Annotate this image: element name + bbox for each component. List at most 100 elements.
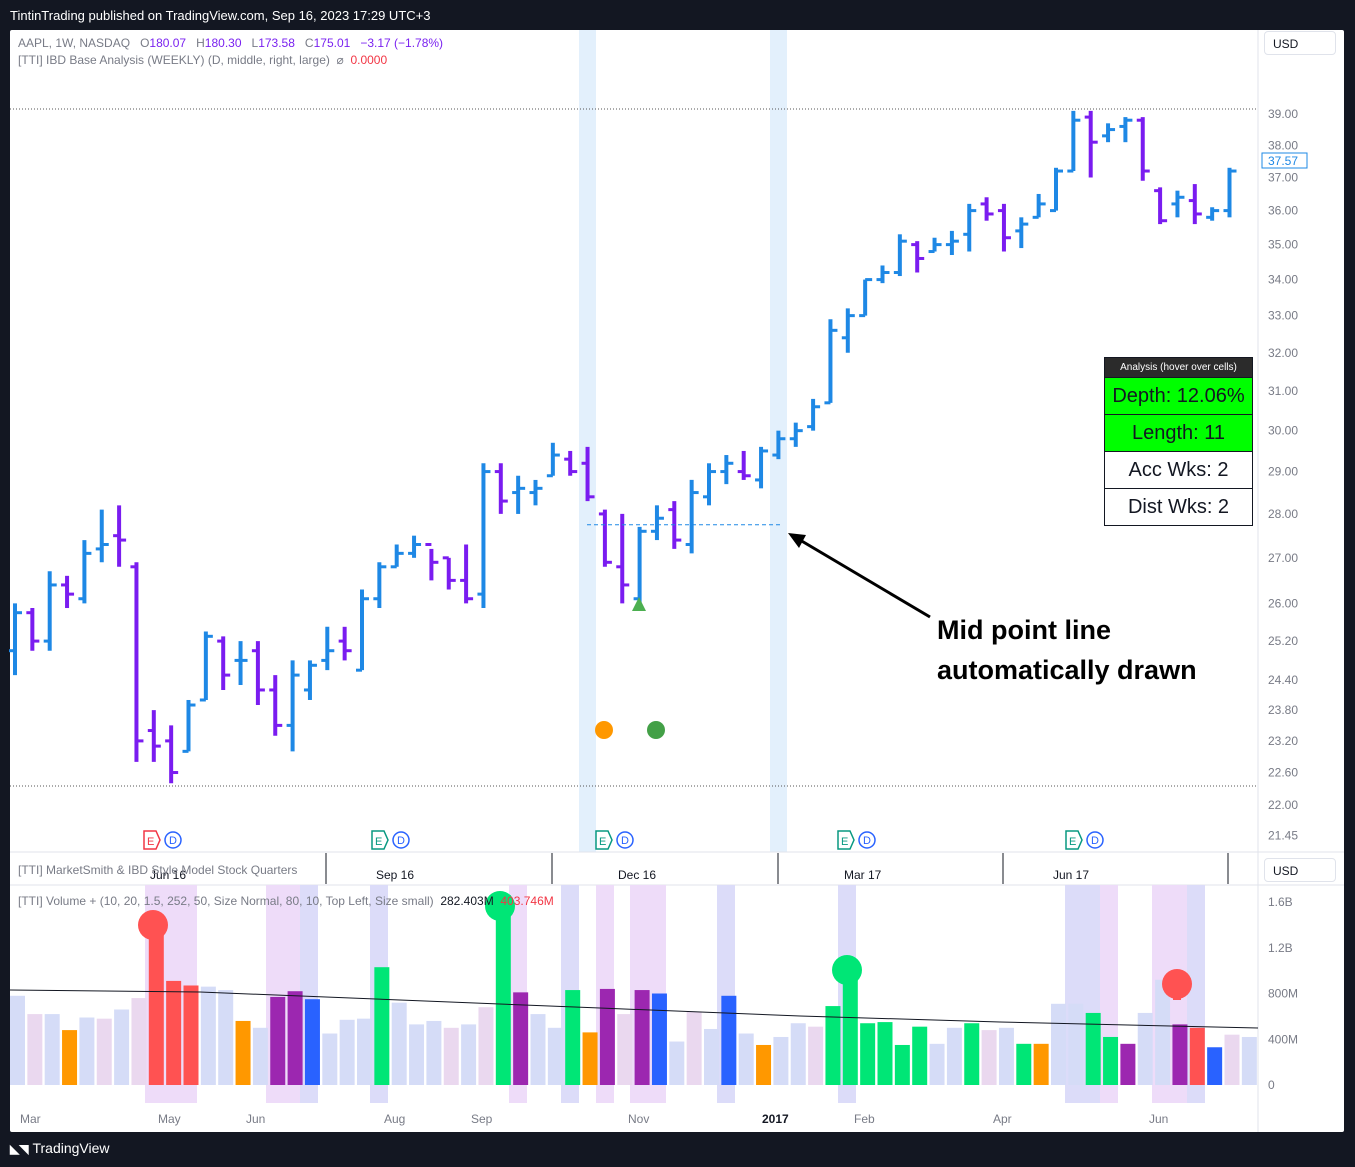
publish-bar: TintinTrading published on TradingView.c… xyxy=(0,0,1355,30)
dividend-d-letter: D xyxy=(169,835,177,847)
currency-selector[interactable]: USD xyxy=(1264,31,1336,55)
price-bar xyxy=(61,575,75,609)
time-axis-label: May xyxy=(158,1112,181,1126)
price-bar xyxy=(113,505,127,567)
dividend-d-icon xyxy=(1086,831,1104,849)
volume-axis-tick: 800M xyxy=(1268,987,1298,1001)
time-axis-label: Apr xyxy=(993,1112,1012,1126)
price-bar xyxy=(1084,110,1098,178)
price-bar xyxy=(564,450,578,476)
volume-bar xyxy=(304,999,320,1085)
symbol-label: AAPL, 1W, NASDAQ xyxy=(18,36,131,50)
price-axis-tick: 24.40 xyxy=(1268,673,1298,687)
price-axis-tick: 26.00 xyxy=(1268,596,1298,610)
change-value: −3.17 (−1.78%) xyxy=(360,36,444,50)
length-cell[interactable]: Length: 11 xyxy=(1105,414,1252,451)
price-bar xyxy=(1188,184,1202,225)
dividend-d-letter: D xyxy=(397,835,405,847)
volume-axis-tick: 1.2B xyxy=(1268,941,1293,955)
low-label: L xyxy=(251,36,259,50)
currency-selector-lower[interactable]: USD xyxy=(1264,858,1336,882)
price-bar xyxy=(356,589,369,672)
price-bar xyxy=(338,626,352,661)
volume-bar xyxy=(599,988,615,1085)
price-bar xyxy=(581,446,595,502)
indicator1-legend[interactable]: [TTI] IBD Base Analysis (WEEKLY) (D, mid… xyxy=(18,53,387,67)
brand-label: TradingView xyxy=(32,1140,110,1156)
price-bar xyxy=(303,660,317,700)
price-bar xyxy=(1102,123,1116,143)
dividend-d-letter: D xyxy=(1091,835,1099,847)
price-bar xyxy=(408,535,422,558)
price-axis-tick: 22.00 xyxy=(1268,798,1298,812)
price-bar xyxy=(737,450,751,480)
earnings-e-letter: E xyxy=(375,836,382,848)
quarter-label: Jun 17 xyxy=(1053,868,1089,882)
price-bar xyxy=(859,278,873,318)
acc-wks-cell[interactable]: Acc Wks: 2 xyxy=(1105,451,1252,488)
price-bar xyxy=(720,455,734,485)
price-bar xyxy=(703,463,716,506)
volume-bar xyxy=(478,1007,494,1085)
price-bar xyxy=(928,237,942,254)
volume-bar xyxy=(634,990,650,1085)
price-bar xyxy=(911,241,925,273)
price-bar xyxy=(442,556,456,590)
dist-wks-cell[interactable]: Dist Wks: 2 xyxy=(1105,488,1252,525)
volume-bar xyxy=(357,1018,372,1085)
price-bar xyxy=(269,675,283,736)
price-axis-tick: 25.20 xyxy=(1268,634,1298,648)
low-value: 173.58 xyxy=(258,36,295,50)
volume-bar xyxy=(44,1014,60,1085)
chart-frame[interactable] xyxy=(10,30,1344,1132)
volume-bar xyxy=(981,1030,997,1085)
volume-bar xyxy=(391,1002,407,1085)
volume-bar xyxy=(461,1024,477,1085)
price-bar xyxy=(824,319,838,405)
volume-bar xyxy=(1068,1003,1084,1085)
price-axis-tick: 35.00 xyxy=(1268,238,1298,252)
volume-bar xyxy=(1051,1003,1066,1085)
volume-bar xyxy=(235,1020,251,1085)
indicator2-legend[interactable]: [TTI] MarketSmith & IBD Style Model Stoc… xyxy=(18,863,297,877)
volume-bar xyxy=(1155,979,1171,1085)
main-legend[interactable]: AAPL, 1W, NASDAQ O180.07 H180.30 L173.58… xyxy=(18,36,443,50)
price-axis-tick: 34.00 xyxy=(1268,273,1298,287)
volume-bar xyxy=(62,1030,78,1085)
volume-bar xyxy=(530,1014,546,1085)
volume-bar xyxy=(1016,1043,1032,1085)
footer-brand[interactable]: ◣◥ TradingView xyxy=(10,1140,110,1156)
volume-bar xyxy=(1120,1043,1136,1085)
volume-bar xyxy=(1172,1024,1188,1085)
analysis-table[interactable]: Analysis (hover over cells) Depth: 12.06… xyxy=(1104,357,1253,526)
volume-bar xyxy=(773,1036,789,1085)
price-bar xyxy=(997,203,1011,252)
volume-bar xyxy=(322,1033,338,1085)
volume-bar xyxy=(1241,1036,1257,1085)
earnings-e-letter: E xyxy=(147,836,154,848)
earnings-e-icon xyxy=(371,830,389,850)
volume-spike-dot xyxy=(485,891,515,921)
volume-bar xyxy=(1224,1034,1240,1085)
quarter-label: Jun 16 xyxy=(150,868,186,882)
indicator3-legend[interactable]: [TTI] Volume + (10, 20, 1.5, 252, 50, Si… xyxy=(18,894,554,908)
price-bar xyxy=(876,265,890,284)
volume-bar xyxy=(877,1022,893,1085)
volume-bar xyxy=(513,992,529,1085)
price-bar xyxy=(286,660,300,752)
price-axis-tick: 30.00 xyxy=(1268,424,1298,438)
depth-cell[interactable]: Depth: 12.06% xyxy=(1105,377,1252,414)
price-bar xyxy=(1067,110,1081,173)
price-bar xyxy=(650,505,664,541)
price-bar xyxy=(963,203,977,252)
high-label: H xyxy=(196,36,205,50)
price-bar xyxy=(147,710,161,762)
volume-bar xyxy=(443,1027,459,1085)
price-bar xyxy=(1050,167,1063,213)
volume-bar xyxy=(1137,1012,1153,1085)
price-bar xyxy=(1206,207,1220,221)
time-axis-label: 2017 xyxy=(762,1112,789,1126)
dividend-d-letter: D xyxy=(863,835,871,847)
